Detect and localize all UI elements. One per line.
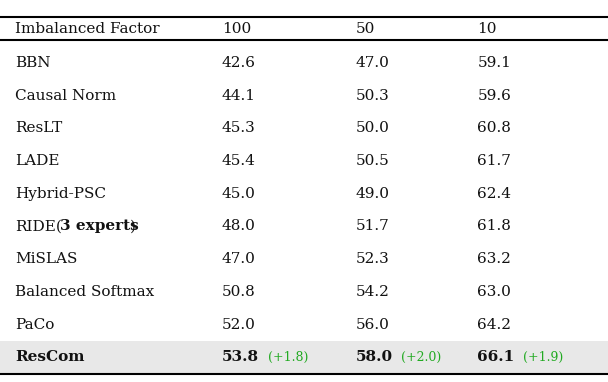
Text: 50.0: 50.0 (356, 121, 390, 135)
Text: 53.8: 53.8 (222, 350, 259, 364)
Text: (+1.9): (+1.9) (523, 351, 563, 364)
Text: 45.0: 45.0 (222, 187, 256, 201)
Text: LADE: LADE (15, 154, 60, 168)
Text: ): ) (130, 219, 136, 233)
Text: Imbalanced Factor: Imbalanced Factor (15, 22, 160, 36)
Text: 47.0: 47.0 (356, 56, 390, 70)
Text: 61.8: 61.8 (477, 219, 511, 233)
Text: 44.1: 44.1 (222, 89, 256, 103)
Text: 63.0: 63.0 (477, 285, 511, 299)
Text: 10: 10 (477, 22, 497, 36)
Text: Causal Norm: Causal Norm (15, 89, 116, 103)
Text: 64.2: 64.2 (477, 317, 511, 332)
Text: 56.0: 56.0 (356, 317, 390, 332)
Text: 100: 100 (222, 22, 251, 36)
Text: BBN: BBN (15, 56, 50, 70)
Text: RIDE(: RIDE( (15, 219, 62, 233)
Text: 45.3: 45.3 (222, 121, 256, 135)
Text: 3 experts: 3 experts (60, 219, 139, 233)
Text: 66.1: 66.1 (477, 350, 514, 364)
Text: 61.7: 61.7 (477, 154, 511, 168)
Text: 52.3: 52.3 (356, 252, 390, 266)
Text: ResLT: ResLT (15, 121, 63, 135)
Text: 50: 50 (356, 22, 375, 36)
Text: Balanced Softmax: Balanced Softmax (15, 285, 154, 299)
Text: 47.0: 47.0 (222, 252, 256, 266)
Text: Hybrid-PSC: Hybrid-PSC (15, 187, 106, 201)
Text: 49.0: 49.0 (356, 187, 390, 201)
Text: ResCom: ResCom (15, 350, 85, 364)
Text: MiSLAS: MiSLAS (15, 252, 78, 266)
Text: 42.6: 42.6 (222, 56, 256, 70)
Text: 50.8: 50.8 (222, 285, 256, 299)
Text: 60.8: 60.8 (477, 121, 511, 135)
Text: 48.0: 48.0 (222, 219, 256, 233)
Text: 45.4: 45.4 (222, 154, 256, 168)
Text: 59.1: 59.1 (477, 56, 511, 70)
Text: 54.2: 54.2 (356, 285, 390, 299)
Text: 59.6: 59.6 (477, 89, 511, 103)
Text: 62.4: 62.4 (477, 187, 511, 201)
Text: 63.2: 63.2 (477, 252, 511, 266)
Text: 50.5: 50.5 (356, 154, 390, 168)
Text: 58.0: 58.0 (356, 350, 393, 364)
Text: PaCo: PaCo (15, 317, 55, 332)
Bar (0, 341, 608, 374)
Text: (+2.0): (+2.0) (401, 351, 441, 364)
Text: (+1.8): (+1.8) (268, 351, 308, 364)
Text: 50.3: 50.3 (356, 89, 390, 103)
Text: 52.0: 52.0 (222, 317, 256, 332)
Text: 51.7: 51.7 (356, 219, 390, 233)
